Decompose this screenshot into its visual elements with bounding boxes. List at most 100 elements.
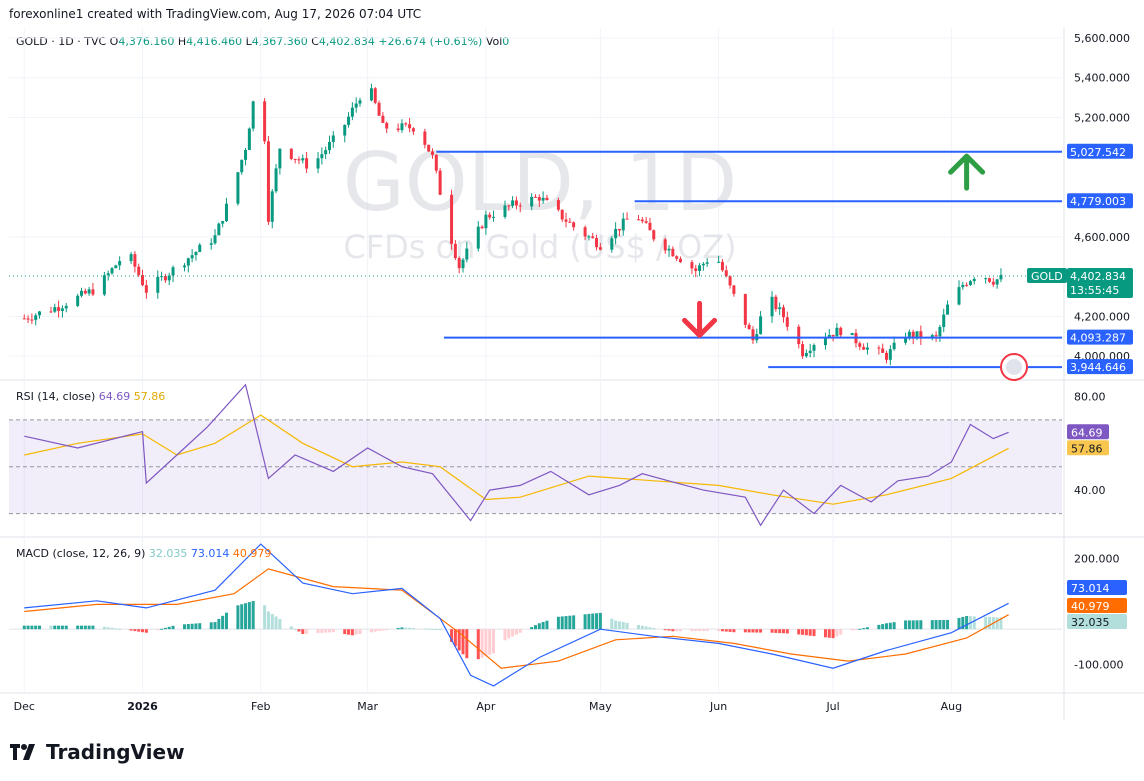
candle-body: [568, 221, 572, 223]
macd-histogram-bar: [610, 618, 614, 630]
candle-body: [377, 102, 381, 116]
arrow-up-icon: [948, 153, 986, 191]
candle-body: [732, 285, 736, 294]
macd-histogram-bar: [30, 625, 34, 630]
candle-body: [171, 267, 175, 276]
macd-histogram-bar: [534, 625, 537, 630]
macd-histogram-bar: [110, 627, 114, 630]
candle-body: [244, 150, 248, 160]
candle-body: [827, 334, 831, 338]
candle-body: [278, 148, 282, 169]
macd-histogram-bar: [79, 625, 83, 630]
macd-histogram-bar: [755, 629, 759, 633]
macd-histogram-bar: [961, 616, 965, 630]
rsi-title: RSI (14, close): [16, 390, 96, 403]
macd-value-tag-label: 73.014: [1071, 582, 1110, 595]
candle-body: [587, 236, 591, 238]
candle-body: [915, 331, 919, 338]
tradingview-logo: TradingView: [10, 740, 185, 764]
candle-body: [797, 326, 801, 345]
macd-histogram-bar: [38, 625, 42, 630]
macd-histogram-bar: [701, 629, 705, 632]
time-tick-label: Apr: [476, 700, 496, 713]
macd-histogram-bar: [320, 629, 324, 633]
macd-histogram-bar: [114, 628, 118, 630]
candle-body: [801, 344, 805, 357]
candle-body: [404, 123, 408, 125]
macd-histogram-bar: [652, 628, 656, 630]
candle-body: [892, 342, 896, 350]
macd-histogram-bar: [160, 628, 164, 630]
bar-countdown-label: 13:55:45: [1070, 284, 1119, 297]
candle-body: [369, 88, 373, 101]
candle-body: [289, 148, 293, 159]
time-tick-label: 2026: [127, 700, 158, 713]
macd-histogram-bar: [511, 629, 515, 637]
time-tick-label: Aug: [941, 700, 962, 713]
tradingview-logo-icon: [10, 744, 35, 760]
rsi-ma-value-tag-label: 57.86: [1071, 442, 1103, 455]
candle-body: [583, 227, 587, 237]
macd-histogram-bar: [213, 622, 217, 630]
macd-histogram-bar: [305, 629, 309, 634]
macd-value-tag: [1067, 614, 1127, 629]
macd-line-value: 73.014: [190, 547, 230, 560]
macd-histogram-bar: [49, 625, 53, 630]
candle-body: [911, 331, 915, 338]
candle-body: [30, 319, 34, 321]
macd-histogram-bar: [637, 625, 641, 630]
volume-value: 0: [502, 35, 510, 48]
macd-histogram-bar: [244, 603, 248, 630]
candle-body: [156, 276, 160, 293]
macd-histogram-bar: [427, 628, 431, 630]
level-price-label: 3,944.646: [1070, 361, 1126, 374]
macd-histogram-bar: [492, 629, 496, 654]
candle-body: [141, 275, 145, 286]
macd-histogram-bar: [785, 629, 789, 634]
candle-body: [213, 235, 217, 244]
candle-body: [347, 116, 351, 125]
macd-histogram-bar: [240, 604, 244, 630]
macd-histogram-bar: [183, 624, 186, 630]
candle-body: [60, 308, 64, 311]
candle-body: [76, 295, 80, 306]
macd-histogram-bar: [76, 625, 80, 630]
candle-body: [965, 284, 969, 286]
candle-body: [385, 122, 389, 129]
rsi-value-tag-label: 64.69: [1071, 426, 1103, 439]
open-label: O: [109, 35, 119, 48]
macd-histogram-bar: [568, 615, 572, 630]
macd-histogram-bar: [598, 612, 602, 630]
macd-value-tag-label: 40.979: [1071, 600, 1110, 613]
candle-body: [305, 158, 309, 169]
macd-histogram-bar: [438, 629, 442, 631]
macd-histogram-bar: [343, 629, 347, 635]
candle-body: [79, 290, 83, 296]
candle-body: [999, 274, 1003, 280]
candle-body: [324, 150, 328, 155]
macd-histogram-bar: [26, 625, 30, 630]
macd-histogram-bar: [385, 629, 389, 631]
rsi-legend: RSI (14, close) 64.69 57.86: [16, 390, 165, 403]
candle-body: [511, 200, 515, 206]
macd-histogram-bar: [995, 617, 999, 630]
macd-histogram-bar: [450, 629, 454, 642]
candle-body: [839, 327, 843, 336]
macd-histogram-bar: [156, 629, 160, 631]
candle-body: [572, 222, 576, 228]
macd-histogram-bar: [564, 616, 568, 630]
candle-body: [114, 265, 118, 269]
macd-histogram-bar: [221, 615, 225, 630]
macd-histogram-bar: [972, 616, 976, 630]
candle-body: [221, 221, 225, 224]
macd-histogram-bar: [907, 620, 911, 630]
macd-histogram-bar: [34, 625, 38, 630]
candle-body: [316, 158, 320, 169]
rsi-tick-label: 80.00: [1074, 390, 1106, 403]
time-tick-label: Jul: [825, 700, 839, 713]
macd-histogram-bar: [747, 629, 751, 633]
macd-histogram-bar: [587, 613, 591, 630]
candle-body: [434, 154, 438, 171]
candle-body: [450, 194, 454, 244]
